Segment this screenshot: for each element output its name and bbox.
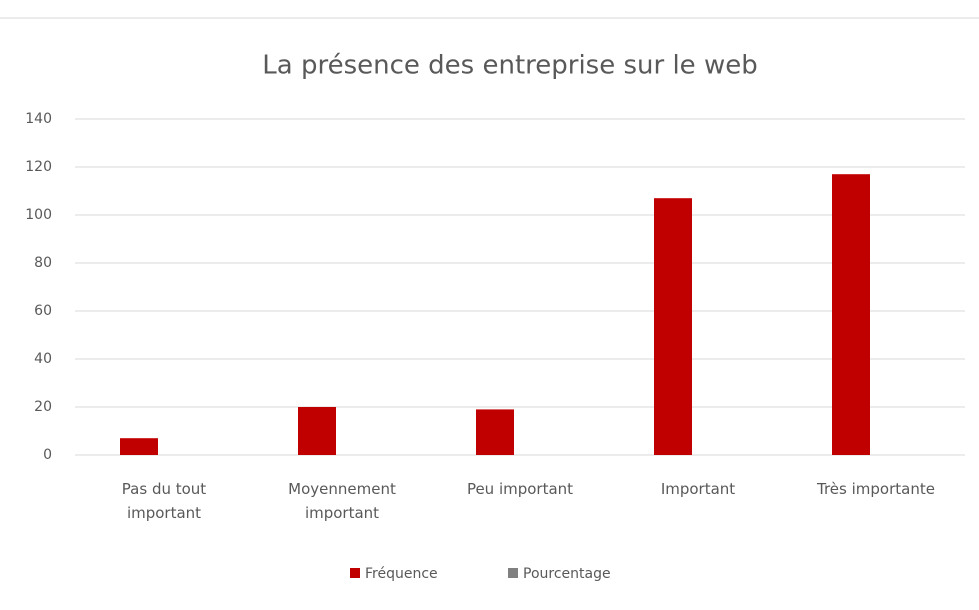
x-tick-label: Moyennement important: [288, 480, 396, 522]
bar: [654, 198, 692, 455]
y-tick-label: 120: [25, 159, 52, 175]
y-tick-label: 140: [25, 111, 52, 127]
x-tick-label: Peu important: [466, 480, 574, 498]
x-tick-label: Très importante: [817, 480, 935, 498]
y-tick-label: 80: [34, 255, 52, 271]
y-tick-label: 100: [25, 207, 52, 223]
bar: [120, 438, 158, 455]
legend-swatch: [350, 568, 360, 578]
y-tick-label: 20: [34, 399, 52, 415]
chart-title: La présence des entreprise sur le web: [262, 51, 757, 81]
y-tick-label: 40: [34, 351, 52, 367]
legend-label: Fréquence: [365, 566, 438, 582]
legend-swatch: [508, 568, 518, 578]
bar: [476, 409, 514, 455]
x-tick-label: Important: [660, 480, 736, 498]
bar: [832, 174, 870, 455]
bar: [298, 407, 336, 455]
legend-label: Pourcentage: [523, 566, 611, 582]
y-tick-label: 60: [34, 303, 52, 319]
y-tick-label: 0: [43, 447, 52, 463]
x-tick-label: Pas du tout important: [121, 480, 207, 522]
